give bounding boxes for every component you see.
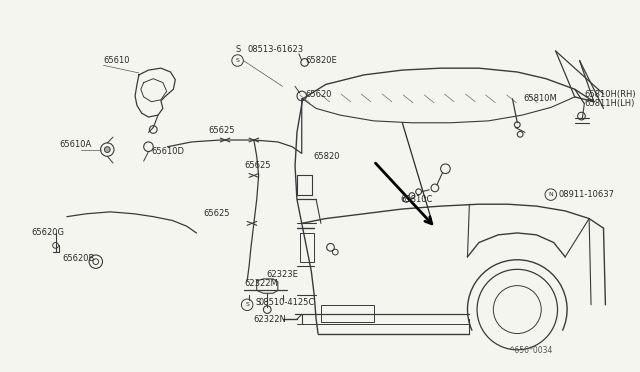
- Text: S: S: [236, 58, 239, 63]
- Text: 65610D: 65610D: [151, 147, 184, 156]
- Text: 65620: 65620: [305, 90, 332, 99]
- Text: 62322N: 62322N: [254, 315, 287, 324]
- Text: 08911-10637: 08911-10637: [559, 190, 614, 199]
- Text: 65625: 65625: [209, 126, 236, 135]
- Text: 65610: 65610: [104, 56, 130, 65]
- Text: 65620G: 65620G: [31, 228, 65, 237]
- Circle shape: [104, 147, 110, 153]
- Text: 65610A: 65610A: [60, 140, 92, 149]
- Text: 65810C: 65810C: [401, 195, 433, 204]
- Text: 65811H(LH): 65811H(LH): [584, 99, 635, 108]
- Text: 08510-4125C: 08510-4125C: [259, 298, 315, 307]
- Text: 65810M: 65810M: [523, 94, 557, 103]
- Text: 08513-61623: 08513-61623: [247, 45, 303, 54]
- Text: S: S: [245, 302, 249, 307]
- Text: 62322M: 62322M: [244, 279, 278, 288]
- Text: 65820: 65820: [313, 152, 340, 161]
- Bar: [300, 233, 314, 262]
- Text: 65810H(RH): 65810H(RH): [584, 90, 636, 99]
- Bar: [321, 305, 374, 322]
- Text: 65620B: 65620B: [62, 254, 95, 263]
- Text: 65625: 65625: [244, 161, 271, 170]
- Text: ^656*0034: ^656*0034: [508, 346, 552, 355]
- Text: S: S: [236, 45, 241, 54]
- Text: S: S: [256, 298, 261, 307]
- Text: N: N: [548, 192, 553, 197]
- Text: 62323E: 62323E: [266, 270, 298, 279]
- Text: 65820E: 65820E: [305, 56, 337, 65]
- Text: 65625: 65625: [203, 209, 230, 218]
